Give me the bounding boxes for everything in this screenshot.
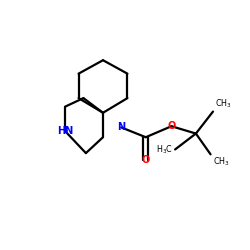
Text: CH$_3$: CH$_3$ — [212, 156, 229, 168]
Text: N: N — [117, 122, 126, 132]
Text: O: O — [167, 121, 175, 131]
Text: HN: HN — [57, 126, 73, 136]
Text: CH$_3$: CH$_3$ — [215, 98, 232, 110]
Text: O: O — [142, 156, 150, 166]
Text: H$_3$C: H$_3$C — [156, 143, 173, 156]
